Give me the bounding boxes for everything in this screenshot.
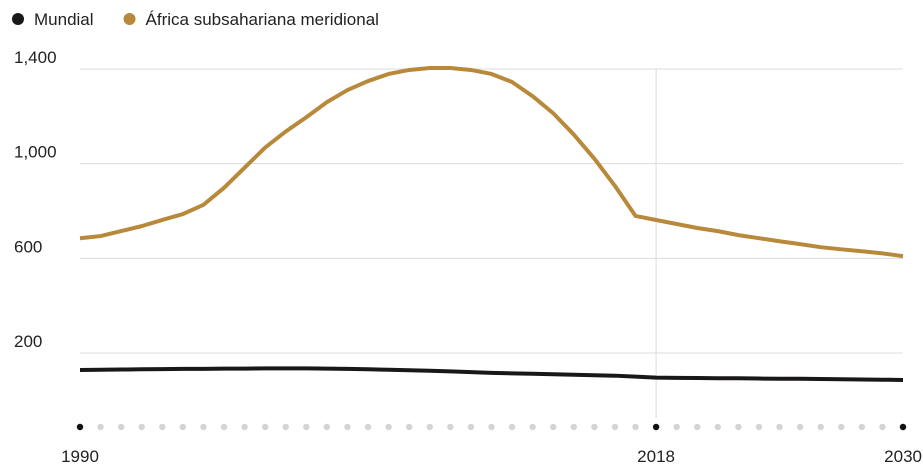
x-tick	[652, 423, 660, 431]
axis-dot	[488, 423, 495, 431]
axis-dot	[467, 423, 475, 431]
axis-dot	[447, 423, 454, 431]
x-tick-label: 2030	[884, 447, 922, 466]
axis-dot	[138, 423, 145, 431]
axis-dot	[694, 423, 701, 431]
axis-dot	[755, 423, 763, 431]
x-tick-label: 1990	[61, 447, 99, 466]
y-tick-label: 1,400	[14, 48, 57, 67]
legend-swatch	[123, 13, 136, 25]
axis-dot	[261, 423, 269, 431]
axis-dot	[611, 423, 619, 431]
axis-dot	[508, 423, 516, 431]
series-line	[79, 66, 904, 259]
axis-dot	[570, 423, 577, 431]
axis-dot	[529, 423, 536, 431]
axis-dot	[241, 423, 248, 431]
axis-dot	[200, 423, 207, 431]
axis-dot	[858, 423, 866, 431]
axis-dot	[632, 423, 639, 431]
axis-dot	[344, 423, 351, 431]
axis-dot	[879, 423, 886, 431]
axis-dot	[550, 423, 557, 431]
y-tick-label: 200	[14, 332, 42, 351]
axis-dot	[303, 423, 310, 431]
axis-dot	[159, 423, 166, 431]
x-tick	[899, 423, 907, 431]
axis-dot	[426, 423, 433, 431]
y-tick-label: 600	[14, 237, 42, 256]
series-line	[79, 366, 904, 382]
axis-dot	[323, 423, 331, 431]
axis-dot	[796, 423, 804, 431]
axis-dot	[406, 423, 413, 431]
legend-swatch	[12, 13, 24, 25]
x-tick-label: 2018	[637, 447, 675, 466]
axis-dot	[364, 423, 372, 431]
axis-dot	[776, 423, 783, 431]
axis-dot	[735, 423, 742, 431]
axis-dot	[817, 423, 824, 431]
axis-dot	[117, 423, 125, 431]
legend-label: Mundial	[34, 10, 94, 29]
axis-dot	[282, 423, 289, 431]
axis-dot	[838, 423, 845, 431]
axis-dot	[220, 423, 228, 431]
axis-dot	[385, 423, 392, 431]
axis-dot	[673, 423, 680, 431]
axis-dot	[179, 423, 187, 431]
x-tick	[76, 423, 84, 431]
axis-dot	[591, 423, 598, 431]
axis-dot	[714, 423, 722, 431]
legend-label: África subsahariana meridional	[146, 10, 379, 29]
axis-dot	[97, 423, 104, 431]
y-tick-label: 1,000	[14, 143, 57, 162]
